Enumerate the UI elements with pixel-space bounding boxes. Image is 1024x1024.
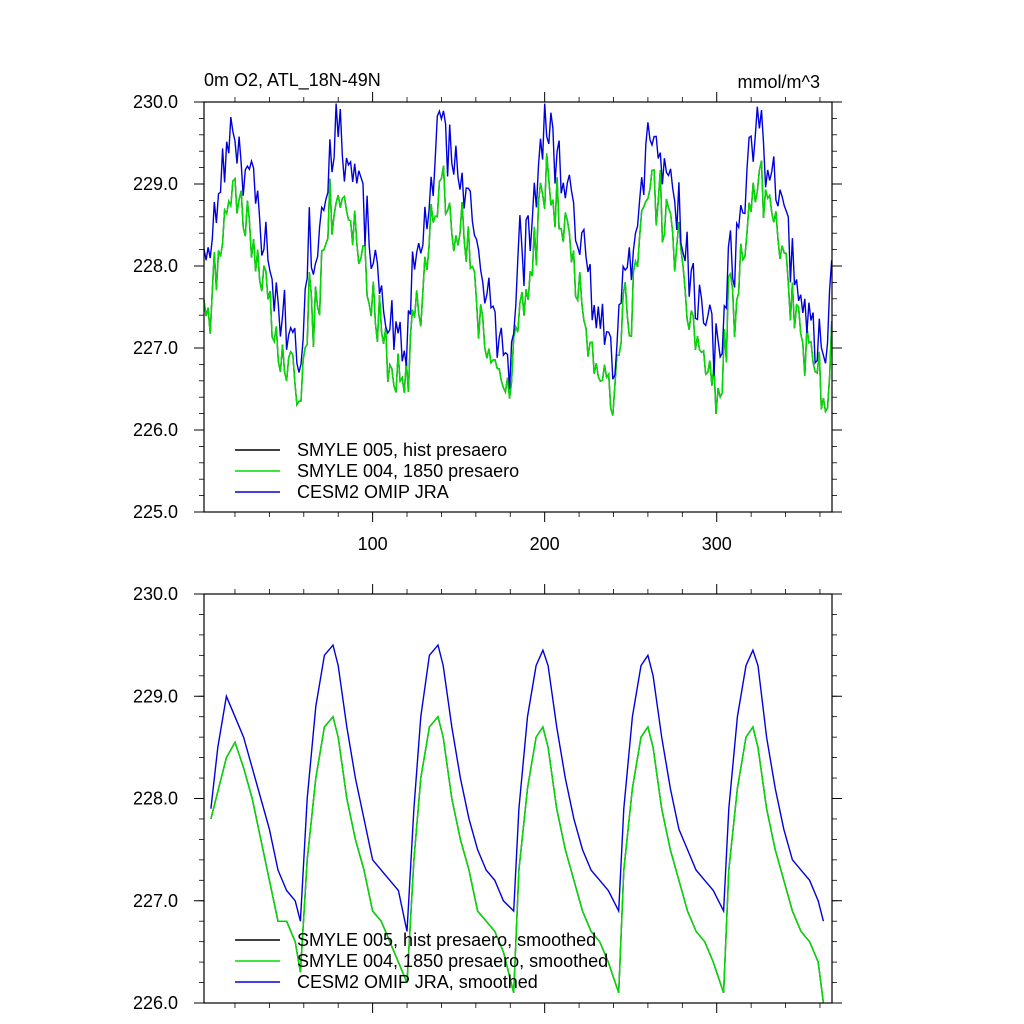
- top-y-tick-label: 228.0: [133, 256, 178, 276]
- bottom-y-tick-label: 229.0: [133, 686, 178, 706]
- figure-units: mmol/m^3: [738, 72, 820, 92]
- bottom-legend-label: SMYLE 004, 1850 presaero, smoothed: [297, 951, 608, 971]
- top-series-smyle-005-hist-presaero: [203, 153, 833, 416]
- bottom-series-cesm2-omip-jra-smoothed: [210, 643, 825, 932]
- top-y-tick-label: 226.0: [133, 420, 178, 440]
- top-y-tick-label: 225.0: [133, 502, 178, 522]
- top-series-smyle-004-1850-presaero: [203, 153, 833, 416]
- bottom-series-smyle-004-1850-presaero-smoothed: [210, 715, 825, 1004]
- top-y-tick-label: 227.0: [133, 338, 178, 358]
- top-legend-label: SMYLE 005, hist presaero: [297, 440, 507, 460]
- top-panel: 225.0 226.0 227.0 228.0 229.0 230.0 100 200 300 S…: [133, 92, 842, 554]
- top-y-tick-label: 230.0: [133, 92, 178, 112]
- bottom-y-tick-label: 227.0: [133, 891, 178, 911]
- bottom-y-tick-label: 226.0: [133, 993, 178, 1013]
- top-y-tick-label: 229.0: [133, 174, 178, 194]
- bottom-legend-label: SMYLE 005, hist presaero, smoothed: [297, 930, 596, 950]
- top-series-cesm2-omip-jra: [203, 103, 833, 390]
- top-x-tick-label: 100: [358, 534, 388, 554]
- top-x-tick-label: 300: [702, 534, 732, 554]
- top-x-tick-label: 200: [530, 534, 560, 554]
- top-legend-label: CESM2 OMIP JRA: [297, 482, 449, 502]
- top-legend-label: SMYLE 004, 1850 presaero: [297, 461, 519, 481]
- bottom-y-tick-label: 228.0: [133, 789, 178, 809]
- top-plot-frame: [203, 101, 833, 513]
- bottom-legend-label: CESM2 OMIP JRA, smoothed: [297, 972, 538, 992]
- bottom-panel: 226.0 227.0 228.0 229.0 230.0 SMYLE 005, hist…: [133, 584, 842, 1013]
- figure-title: 0m O2, ATL_18N-49N: [204, 70, 381, 91]
- bottom-y-tick-label: 230.0: [133, 584, 178, 604]
